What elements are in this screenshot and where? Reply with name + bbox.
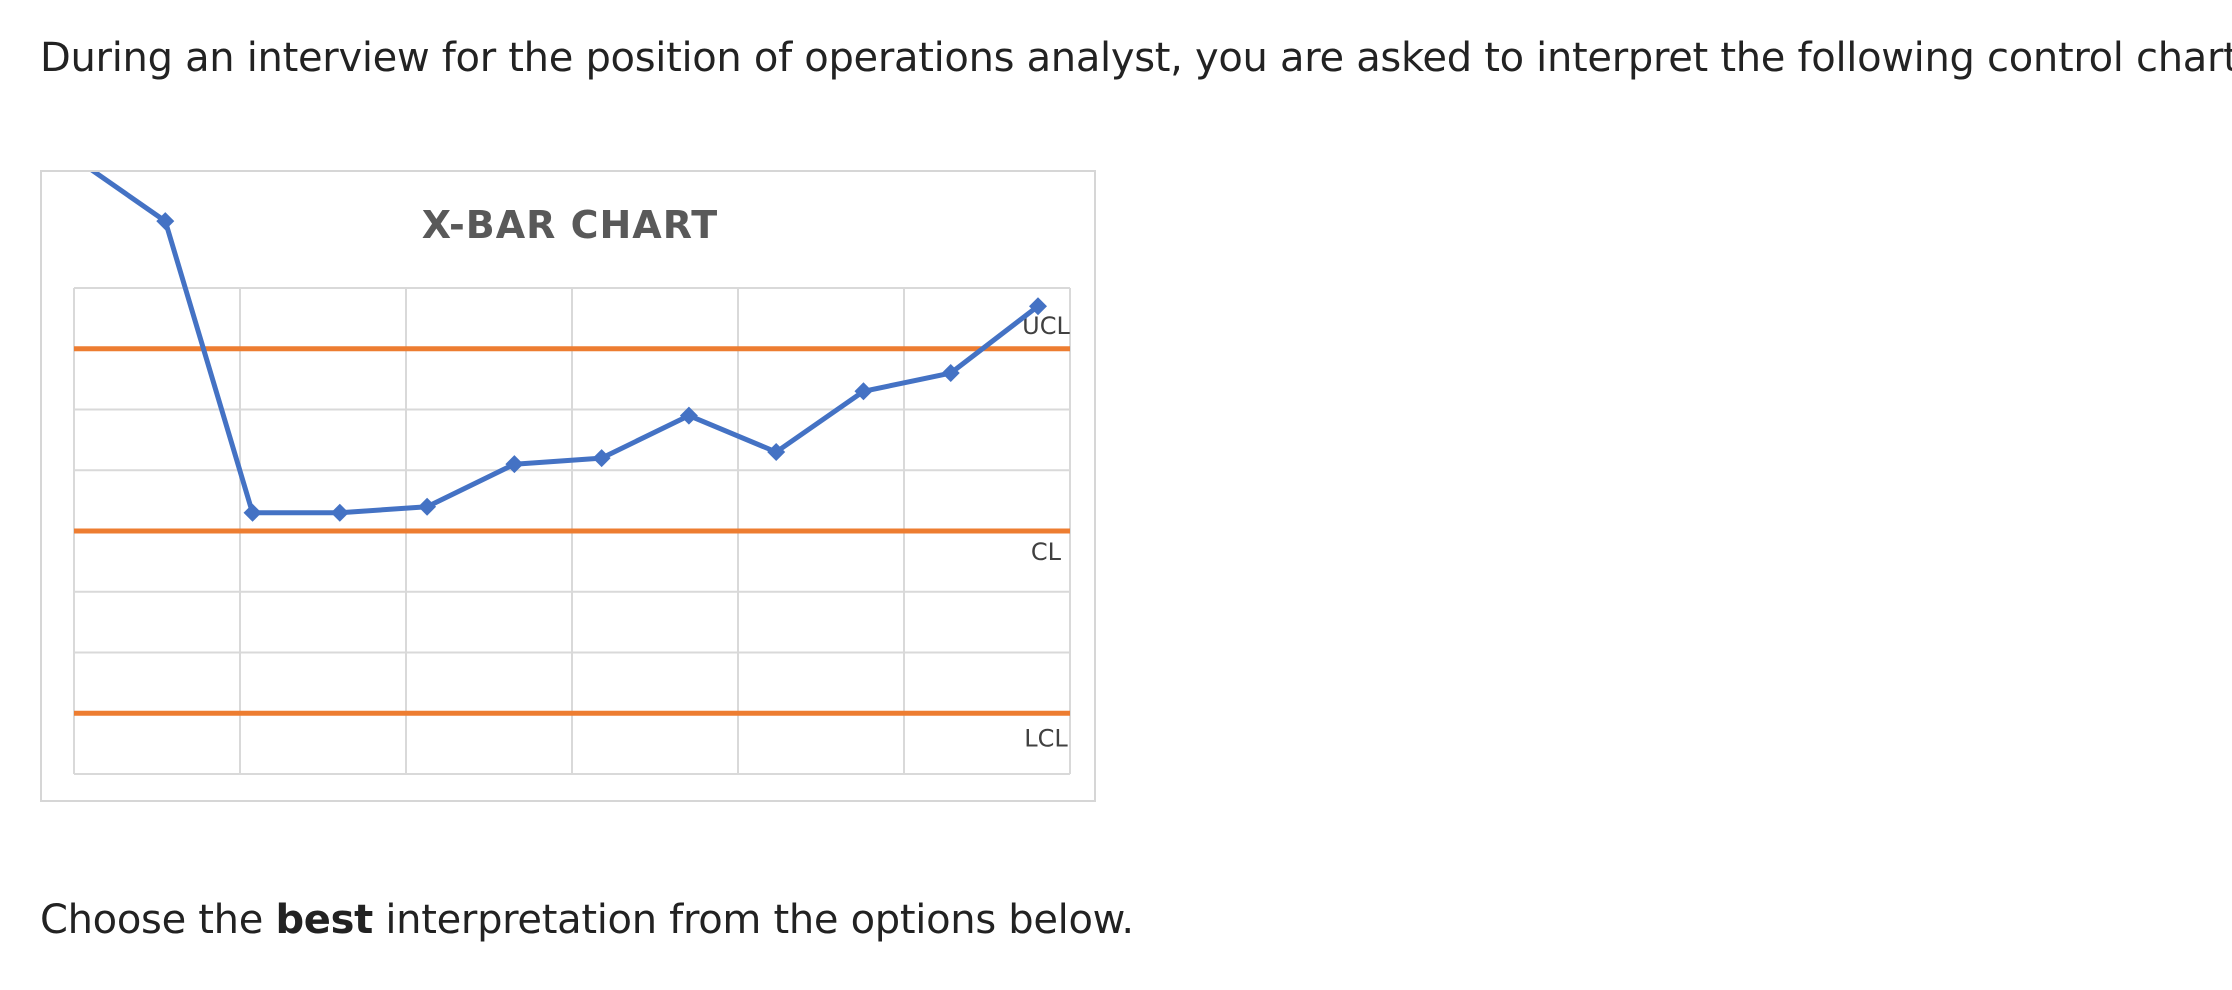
series-line <box>90 172 1040 516</box>
chart-title: X-BAR CHART <box>422 203 718 247</box>
control-limit-lcl-label: LCL <box>1024 724 1068 752</box>
data-point-marker <box>243 503 262 522</box>
control-limits: UCL CL LCL <box>74 312 1070 752</box>
data-point-marker <box>418 497 437 516</box>
data-point-marker <box>592 449 611 468</box>
data-series <box>90 172 1047 522</box>
data-point-marker <box>854 382 873 401</box>
data-point-marker <box>941 364 960 383</box>
data-point-marker <box>1029 297 1047 316</box>
question-text: During an interview for the position of … <box>40 35 2232 81</box>
instruction-text: Choose the best interpretation from the … <box>40 890 1134 950</box>
chart-canvas: X-BAR CHART UCL CL LCL <box>73 172 1071 775</box>
data-point-marker <box>156 212 175 231</box>
data-point-marker <box>505 455 524 474</box>
data-point-marker <box>767 443 786 462</box>
control-limit-ucl-label: UCL <box>1022 312 1070 340</box>
control-limit-cl-label: CL <box>1031 538 1062 566</box>
data-point-marker <box>679 406 698 425</box>
instruction-emphasis: best <box>275 897 373 943</box>
instruction-prefix: Choose the <box>40 897 276 943</box>
data-point-marker <box>330 503 349 522</box>
control-chart: X-BAR CHART UCL CL LCL <box>40 170 1096 802</box>
instruction-suffix: interpretation from the options below. <box>372 897 1134 943</box>
